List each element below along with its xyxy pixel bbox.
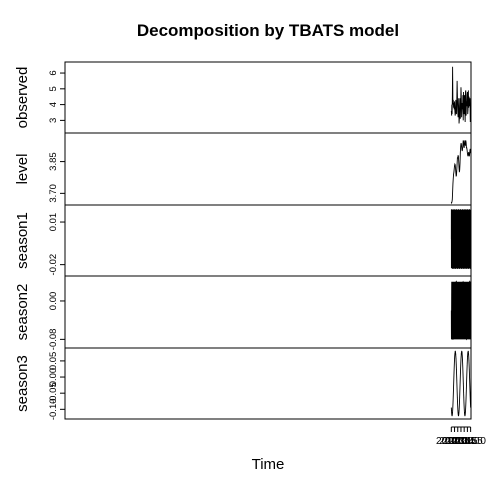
- chart-title: Decomposition by TBATS model: [137, 21, 399, 40]
- panel-level: 3.70 3.85 level: [14, 132, 472, 206]
- panel-frame: [64, 204, 472, 277]
- panel-label-season1: season1: [14, 212, 31, 269]
- x-tick-label: 2013.5: [446, 436, 477, 447]
- panel-frame: [64, 61, 472, 134]
- panel-season2: -0.08 0.00 season2: [14, 275, 472, 351]
- series-line-season2: [450, 280, 471, 341]
- x-tick-label: 2012.5: [439, 436, 470, 447]
- x-axis-label: Time: [252, 456, 285, 473]
- y-tick-label: 4: [48, 102, 59, 107]
- y-tick-label: 6: [48, 70, 59, 75]
- panel-label-season3: season3: [14, 355, 31, 412]
- x-tick-label: 2013.0: [442, 436, 473, 447]
- y-tick-label: 0.00: [48, 292, 59, 311]
- x-tick-label: 2012.0: [436, 436, 467, 447]
- panel-label-observed: observed: [14, 67, 31, 129]
- panel-frame: [64, 347, 472, 420]
- y-tick-label: 3.70: [48, 184, 59, 203]
- x-tick-label: 2015.0: [455, 436, 486, 447]
- y-tick-label: 5: [48, 86, 59, 91]
- series-line-season3: [450, 350, 471, 417]
- panel-observed: 3 4 5 6 observed: [14, 61, 472, 134]
- y-tick-label: 3.85: [48, 152, 59, 171]
- panel-label-season2: season2: [14, 284, 31, 341]
- y-tick-label: 0.05: [48, 352, 59, 371]
- x-tick-label: 2014.5: [452, 436, 483, 447]
- series-line-season1: [450, 209, 471, 269]
- series-line-level: [450, 140, 471, 205]
- y-tick-label: -0.02: [48, 254, 59, 276]
- panel-season3: -0.10-0.050.000.05 season3: [14, 347, 472, 420]
- panel-frame: [64, 132, 472, 206]
- y-tick-label: -0.05: [48, 382, 59, 404]
- y-tick-label: 0.00: [48, 368, 59, 387]
- panel-frame: [64, 275, 472, 349]
- panels: 3 4 5 6 observed 3.70 3.85 level -0.02 0.01 season…: [14, 61, 472, 420]
- y-tick-label: -0.08: [48, 329, 59, 351]
- x-tick-label: 2014.0: [449, 436, 480, 447]
- panel-label-level: level: [14, 154, 31, 185]
- y-tick-label: 3: [48, 118, 59, 123]
- x-axis: 2012.02012.52013.02013.52014.02014.52015…: [436, 426, 486, 447]
- panel-season1: -0.02 0.01 season1: [14, 204, 472, 277]
- y-tick-label: 0.01: [48, 213, 59, 232]
- series-line-observed: [450, 66, 471, 124]
- y-tick-label: -0.10: [48, 398, 59, 420]
